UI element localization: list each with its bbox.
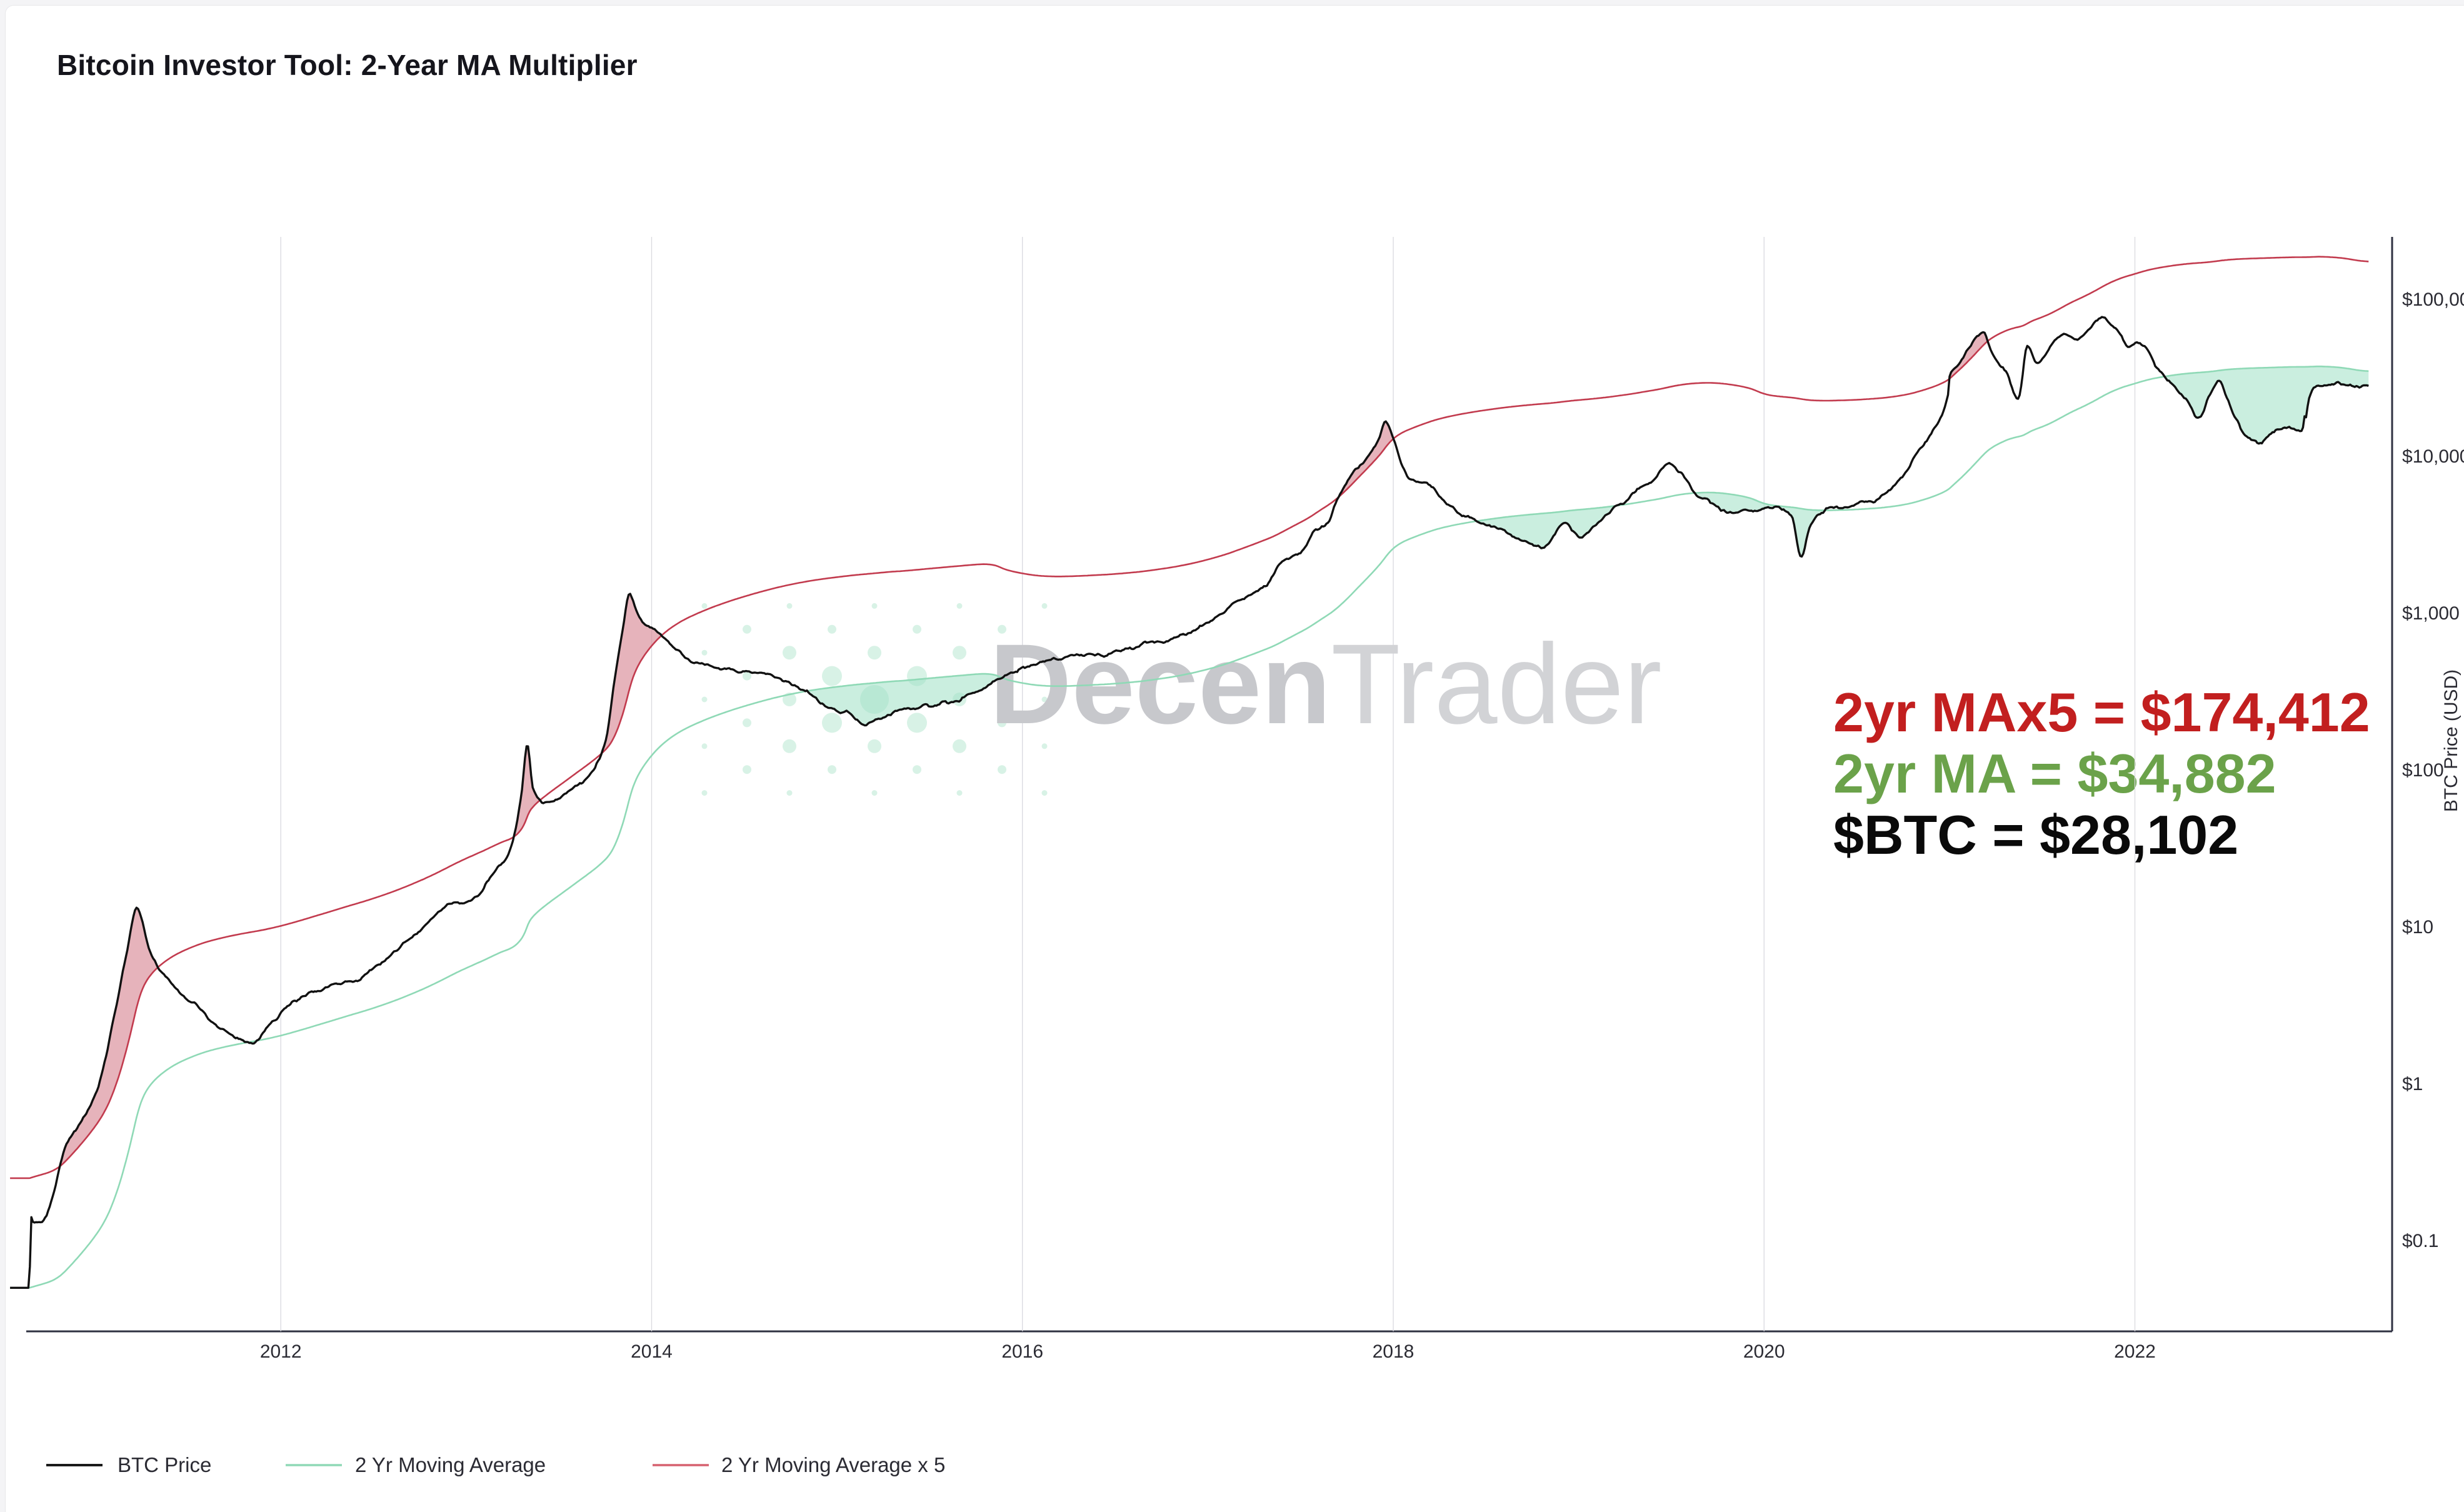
svg-text:2018: 2018 <box>1373 1341 1415 1362</box>
svg-text:$10,000: $10,000 <box>2402 446 2464 467</box>
svg-text:$10: $10 <box>2402 917 2433 938</box>
svg-text:2020: 2020 <box>1743 1341 1785 1362</box>
svg-text:$1: $1 <box>2402 1074 2423 1094</box>
svg-text:2yr MA = $34,882: 2yr MA = $34,882 <box>1833 743 2276 804</box>
svg-text:$0.1: $0.1 <box>2402 1231 2438 1251</box>
svg-text:2012: 2012 <box>260 1341 302 1362</box>
svg-text:BTC Price: BTC Price <box>118 1453 211 1476</box>
svg-text:2016: 2016 <box>1001 1341 1043 1362</box>
svg-text:$BTC = $28,102: $BTC = $28,102 <box>1833 804 2238 866</box>
svg-text:DecenTrader: DecenTrader <box>989 620 1662 748</box>
svg-text:2022: 2022 <box>2114 1341 2156 1362</box>
svg-text:2yr MAx5 = $174,412: 2yr MAx5 = $174,412 <box>1833 681 2370 743</box>
svg-text:2014: 2014 <box>631 1341 673 1362</box>
svg-text:2 Yr Moving Average: 2 Yr Moving Average <box>355 1453 546 1476</box>
svg-text:2 Yr Moving Average x 5: 2 Yr Moving Average x 5 <box>721 1453 945 1476</box>
svg-text:$1,000: $1,000 <box>2402 603 2460 624</box>
svg-text:BTC Price (USD): BTC Price (USD) <box>2441 669 2461 812</box>
svg-text:$100: $100 <box>2402 760 2444 781</box>
svg-text:$100,000: $100,000 <box>2402 289 2464 310</box>
